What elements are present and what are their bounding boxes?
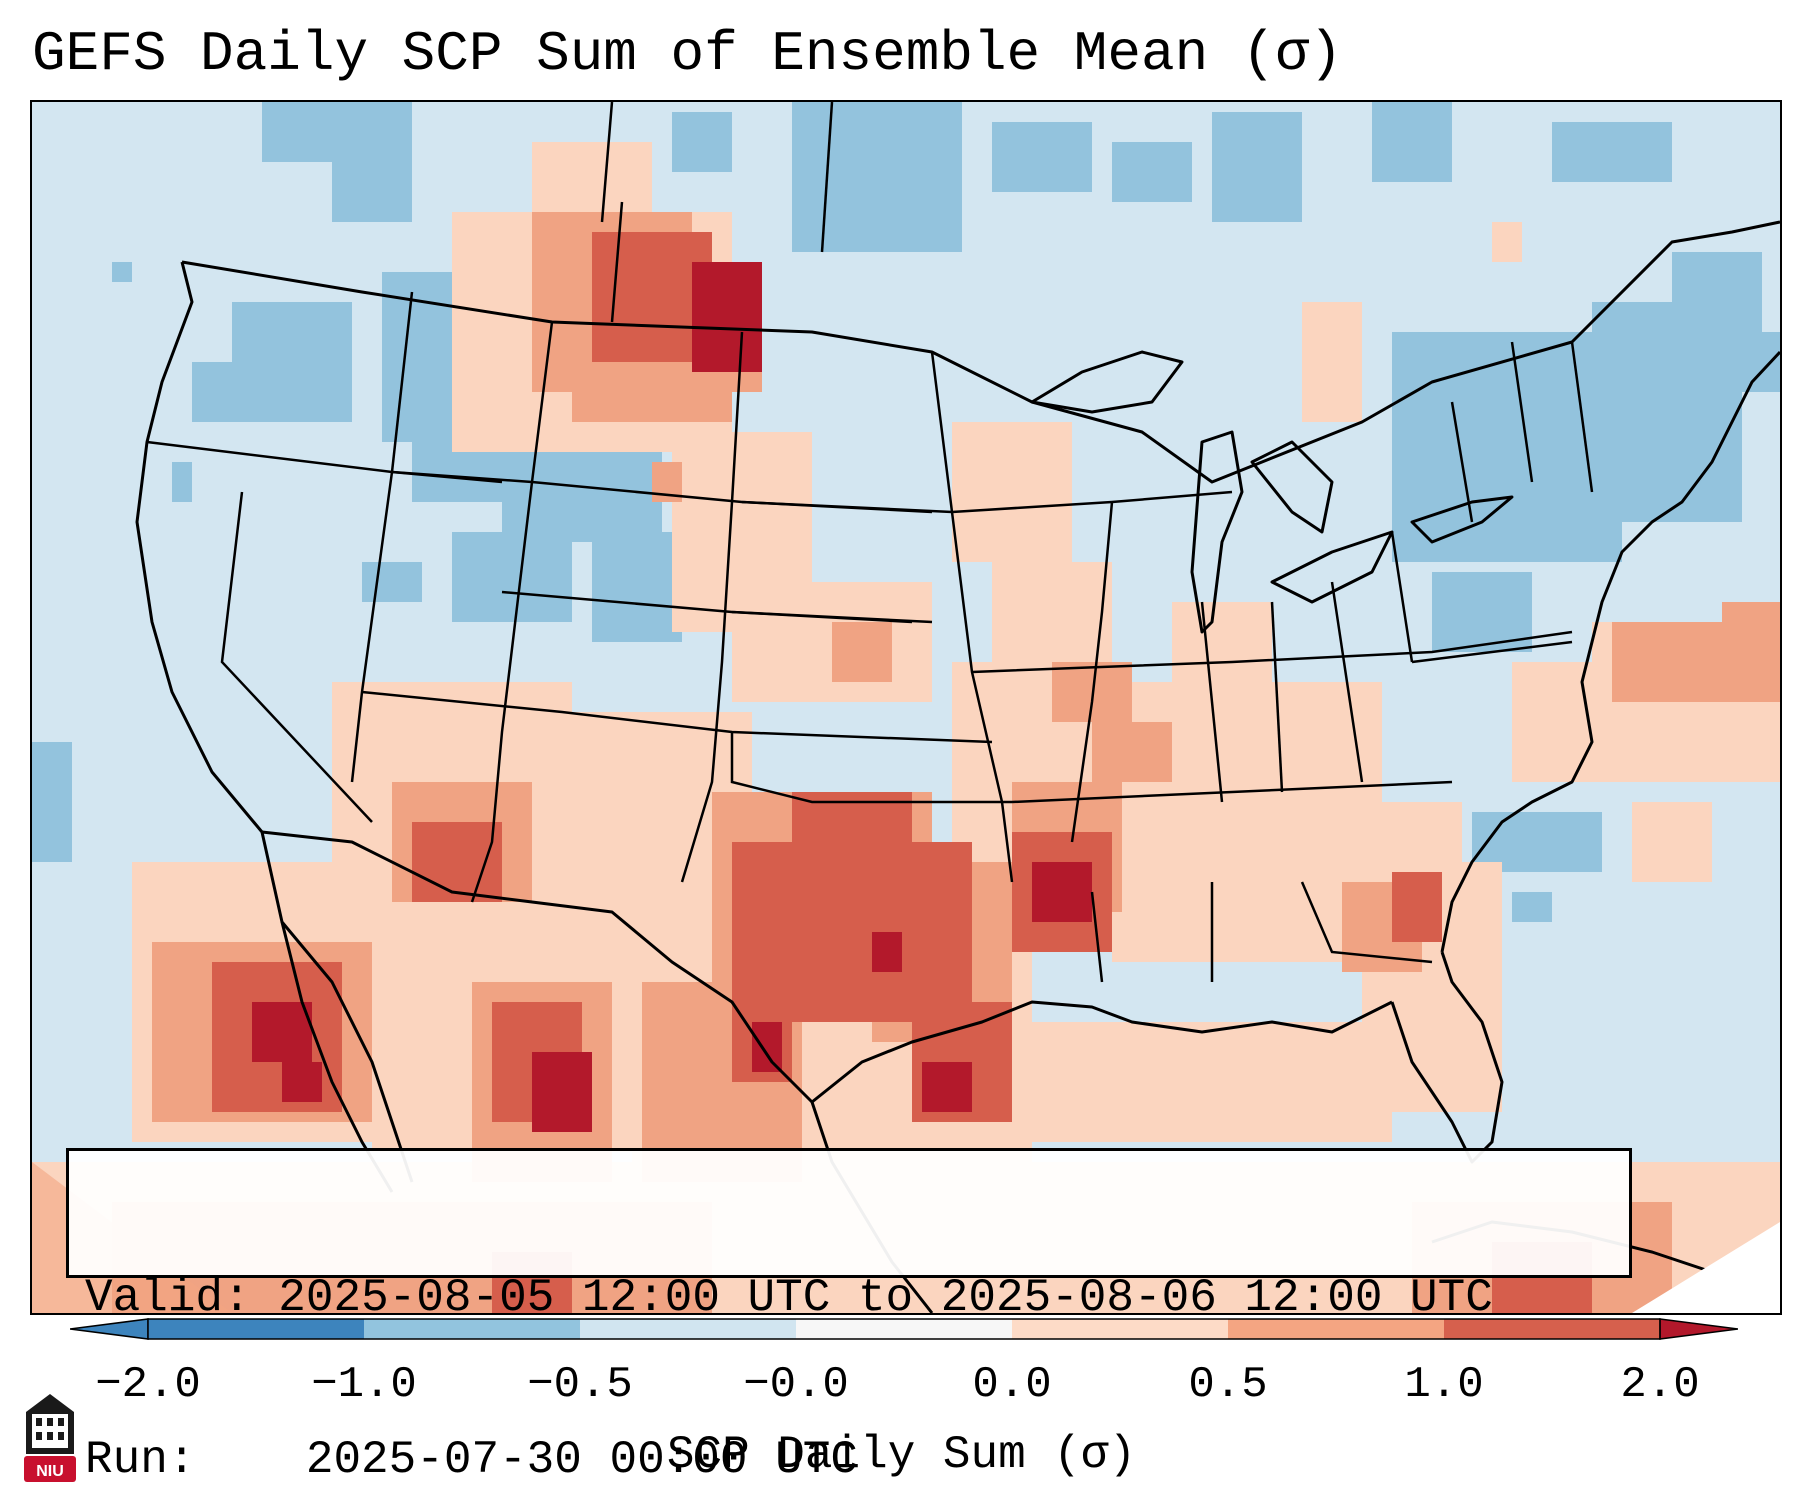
valid-label: Valid: [85,1272,251,1324]
valid-row: Valid: 2025-08-05 12:00 UTC to 2025-08-0… [85,1271,1613,1325]
colorbar-tick: 0.5 [1188,1360,1268,1410]
niu-logo-icon: NIU [24,1394,76,1482]
extreme-positive-regions [252,262,1092,1132]
colorbar-label: SCP Daily Sum (σ) [666,1429,1137,1481]
state-boundaries [146,102,1594,983]
colorbar-tick: 0.0 [972,1360,1052,1410]
colorbar-tick: 2.0 [1620,1360,1700,1410]
colorbar-tick: −1.0 [311,1360,417,1410]
colorbar-tick: 1.0 [1404,1360,1484,1410]
colorbar-outline [147,1318,1661,1340]
colorbar-segment-6 [1228,1319,1444,1339]
run-value: 2025-07-30 00:00 UTC [305,1434,858,1486]
colorbar-segment-7 [1444,1319,1660,1339]
coastlines-and-borders [135,220,1780,1313]
logo-text: NIU [36,1463,64,1480]
valid-value: 2025-08-05 12:00 UTC to 2025-08-06 12:00… [278,1272,1493,1324]
colorbar-extend-high [1659,1318,1738,1340]
colorbar-segment-2 [364,1319,580,1339]
colorbar-extend-low [70,1318,149,1340]
colorbar-segment-3 [580,1319,796,1339]
map-title: GEFS Daily SCP Sum of Ensemble Mean (σ) [32,22,1343,86]
colorbar-tick: −0.0 [743,1360,849,1410]
colorbar-tick: −2.0 [95,1360,201,1410]
run-label: Run: [85,1434,196,1486]
run-row: Run: 2025-07-30 00:00 UTC [85,1433,1613,1487]
colorbar [70,1318,1738,1340]
colorbar-segment-5 [1012,1319,1228,1339]
map-canvas [32,102,1780,1313]
domain-edge-right [1632,1222,1780,1313]
map-panel [30,100,1782,1315]
colorbar-segment-4 [796,1319,1012,1339]
colorbar-segment-1 [148,1319,364,1339]
colorbar-tick: −0.5 [527,1360,633,1410]
valid-time-box: Valid: 2025-08-05 12:00 UTC to 2025-08-0… [66,1148,1632,1486]
